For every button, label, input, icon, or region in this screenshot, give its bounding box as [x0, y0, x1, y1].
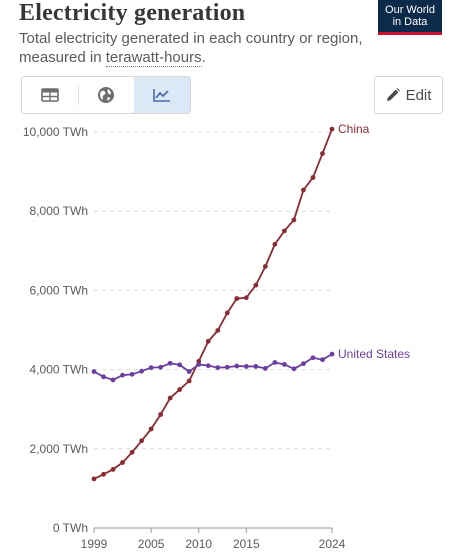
tab-chart[interactable]: [134, 77, 190, 113]
data-point: [148, 426, 154, 432]
y-tick-label: 0 TWh: [53, 521, 88, 535]
data-point: [243, 364, 249, 369]
unit-link[interactable]: terawatt-hours: [105, 49, 202, 67]
data-point: [291, 366, 297, 372]
data-point: [177, 362, 183, 368]
logo-bar: [378, 32, 442, 35]
chart-title: Electricity generation: [19, 0, 246, 26]
y-tick-label: 8,000 TWh: [30, 204, 88, 218]
line-chart-icon: [153, 89, 170, 102]
data-point: [129, 371, 135, 377]
data-point: [253, 364, 259, 369]
data-point: [120, 372, 125, 378]
data-point: [301, 361, 306, 367]
x-tick-label: 2005: [138, 537, 165, 551]
logo-line-2: in Data: [392, 16, 428, 28]
data-point: [139, 368, 145, 374]
data-point: [272, 241, 278, 247]
data-point: [158, 412, 164, 417]
pencil-icon: [386, 88, 400, 101]
tab-map[interactable]: [78, 77, 134, 113]
data-point: [205, 338, 211, 344]
data-point: [186, 369, 192, 374]
data-point: [291, 217, 297, 223]
x-tick-label: 2015: [233, 537, 260, 551]
data-point: [262, 264, 268, 269]
data-point: [272, 360, 278, 365]
data-point: [101, 374, 106, 380]
data-point: [215, 328, 221, 333]
data-point: [243, 295, 249, 301]
owid-logo[interactable]: Our World in Data: [378, 0, 442, 35]
data-point: [196, 362, 202, 367]
data-point: [282, 362, 287, 367]
data-point: [320, 151, 325, 156]
y-tick-label: 6,000 TWh: [30, 283, 88, 297]
series-line-united-states[interactable]: [93, 353, 333, 381]
series-label[interactable]: China: [338, 122, 370, 136]
data-point: [282, 228, 287, 234]
data-point: [139, 438, 145, 444]
subtitle-end: .: [201, 49, 206, 66]
data-point: [224, 310, 230, 316]
data-point: [253, 282, 259, 288]
view-tabs: [21, 76, 191, 114]
edit-label: Edit: [405, 86, 432, 104]
data-point: [158, 364, 164, 370]
data-point: [177, 387, 183, 392]
data-point: [110, 466, 116, 472]
data-point: [329, 351, 335, 357]
data-point: [234, 296, 240, 301]
x-tick-label: 2024: [319, 537, 346, 551]
x-tick-label: 1999: [81, 537, 108, 551]
data-point: [129, 449, 135, 455]
data-point: [310, 355, 316, 361]
data-point: [91, 476, 97, 482]
edit-button[interactable]: Edit: [374, 76, 443, 114]
data-point: [310, 175, 316, 180]
data-point: [320, 357, 325, 363]
data-point: [301, 187, 306, 193]
tab-table[interactable]: [22, 77, 78, 113]
y-tick-label: 2,000 TWh: [30, 442, 88, 456]
table-icon: [41, 88, 59, 102]
data-point: [215, 365, 221, 371]
data-point: [205, 363, 211, 369]
data-point: [101, 471, 106, 477]
x-tick-label: 2010: [185, 537, 212, 551]
globe-icon: [98, 87, 114, 103]
data-point: [234, 363, 240, 369]
data-point: [186, 378, 192, 384]
data-point: [91, 369, 97, 374]
chart-subtitle: Total electricity generated in each coun…: [19, 29, 379, 67]
data-point: [262, 366, 268, 371]
data-point: [110, 377, 116, 383]
series-label[interactable]: United States: [338, 347, 410, 361]
subtitle-text: Total electricity generated in each coun…: [19, 30, 363, 66]
logo-line-1: Our World: [385, 4, 435, 16]
data-point: [224, 364, 230, 370]
data-point: [167, 395, 173, 401]
data-point: [148, 365, 154, 371]
series-line-china[interactable]: [93, 128, 333, 480]
data-point: [167, 360, 173, 366]
data-point: [329, 126, 335, 132]
data-point: [120, 460, 125, 465]
y-tick-label: 4,000 TWh: [30, 363, 88, 377]
y-tick-label: 10,000 TWh: [23, 125, 88, 139]
